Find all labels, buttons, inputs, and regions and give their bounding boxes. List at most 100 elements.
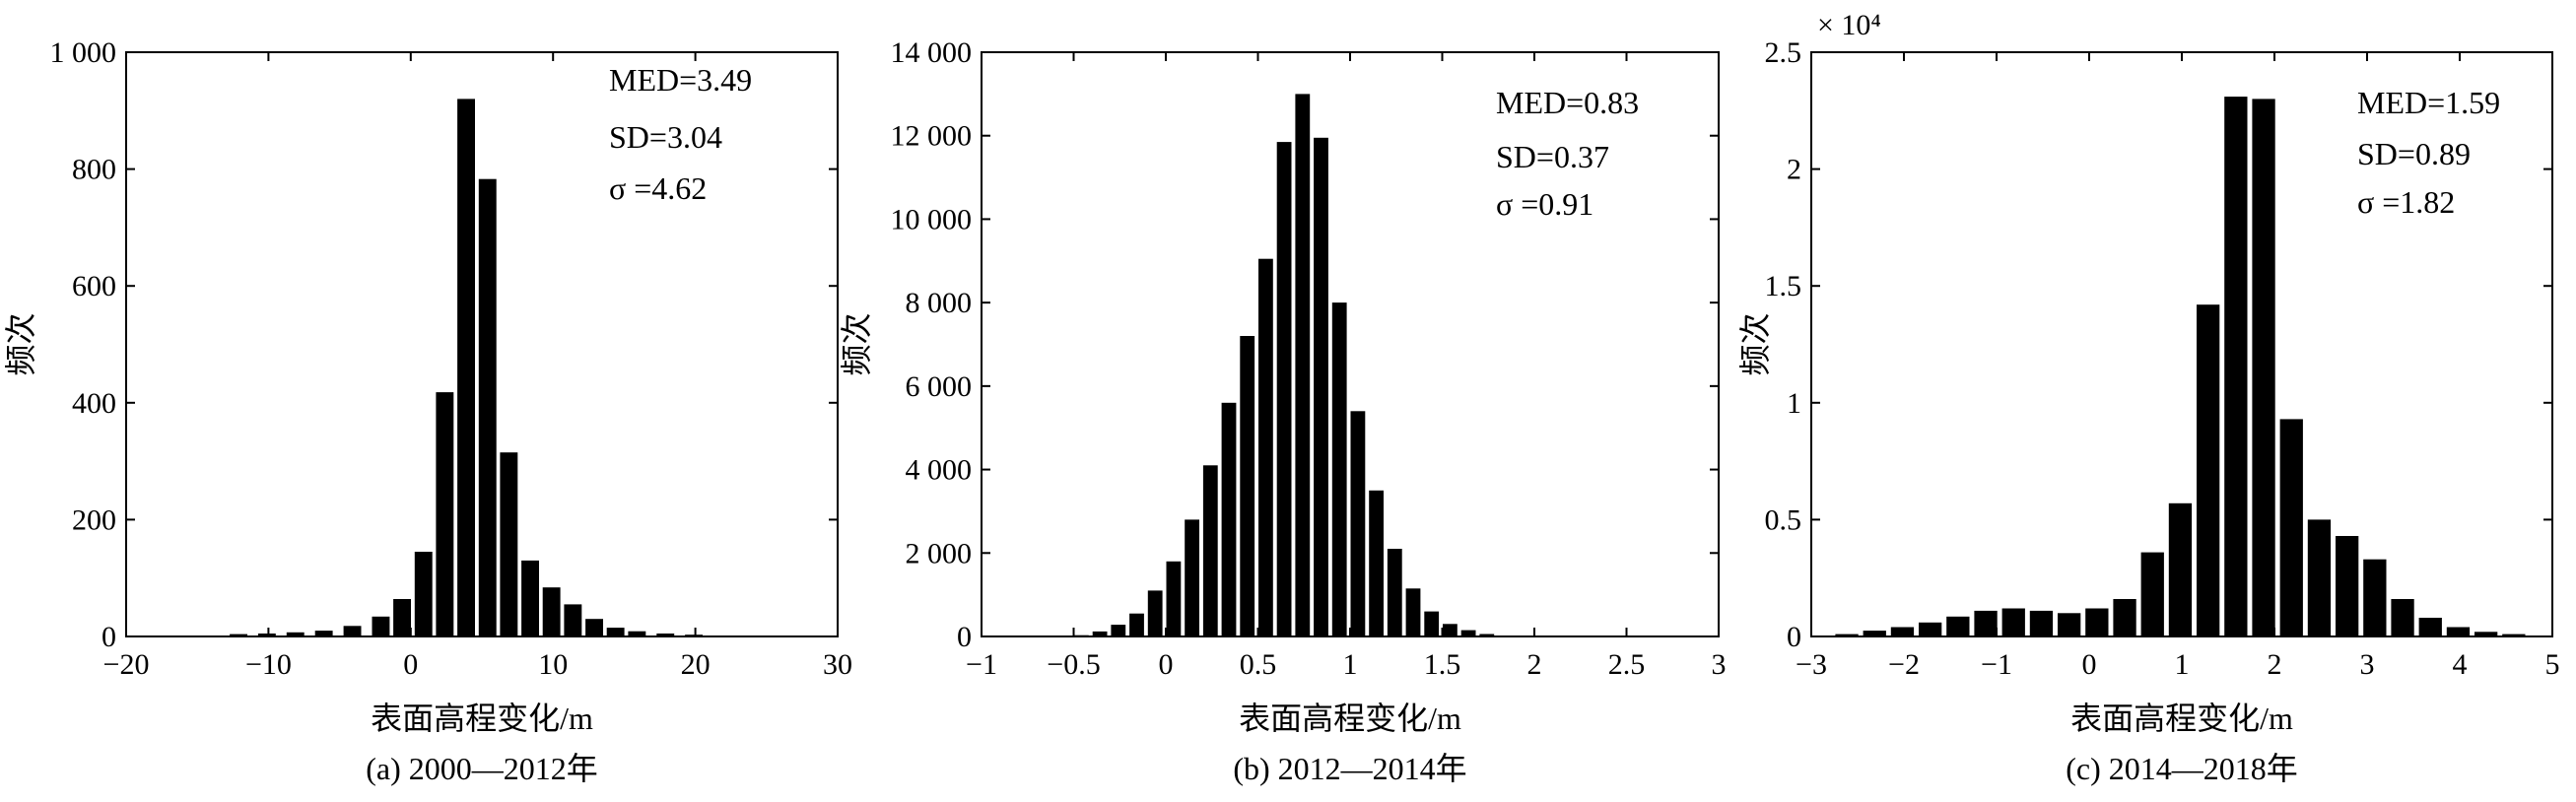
- histogram-bar-12: [521, 560, 539, 636]
- y-tick-label: 14 000: [891, 36, 973, 69]
- histogram-bar-19: [2363, 559, 2387, 636]
- histogram-bar-3: [314, 631, 333, 636]
- histogram-bar-6: [393, 599, 411, 636]
- histogram-bar-14: [564, 604, 582, 636]
- x-tick-label: 20: [681, 648, 711, 681]
- histogram-bar-5: [372, 616, 390, 636]
- y-tick-label: 400: [72, 387, 116, 420]
- histogram-bar-21: [2418, 618, 2442, 636]
- stat-annotation: MED=3.49: [609, 62, 752, 98]
- panel-b: −1 −0.5 0 0.5 1 1.5 2 2.5 3 0 2 000 4 000 6 000 8 000…: [839, 36, 1727, 786]
- x-tick-label: 3: [1712, 648, 1727, 681]
- stat-annotation: SD=3.04: [609, 119, 722, 155]
- x-tick-label: 2.5: [1608, 648, 1646, 681]
- x-tick-label: −1: [1981, 648, 2012, 681]
- x-tick-label: 0: [2082, 648, 2097, 681]
- x-tick-label: 1: [2175, 648, 2190, 681]
- x-tick-label: −2: [1888, 648, 1920, 681]
- histogram-bar-20: [1443, 624, 1457, 636]
- histogram-bar-1: [257, 634, 276, 636]
- histogram-bar-13: [1314, 137, 1328, 637]
- x-tick-label: 1.5: [1424, 648, 1461, 681]
- panel-caption: (b) 2012—2014年: [1233, 751, 1466, 786]
- y-tick-label: 10 000: [891, 203, 973, 235]
- histogram-bar-7: [1202, 465, 1218, 636]
- y-tick-label: 2 000: [906, 537, 973, 569]
- histogram-bar-15: [1350, 411, 1366, 636]
- panel-a: −20 −10 0 10 20 30 0 200 400 600 800 1 000 MED=3.49 S…: [3, 36, 852, 786]
- x-axis-label: 表面高程变化/m: [1239, 701, 1461, 736]
- histogram-bar-5: [1166, 561, 1182, 636]
- histogram-bar-24: [2502, 634, 2526, 636]
- x-tick-label: 0: [1159, 648, 1174, 681]
- histogram-bar-11: [2140, 552, 2164, 636]
- histogram-bar-12: [1295, 94, 1311, 636]
- histogram-bar-15: [585, 619, 603, 636]
- histogram-bar-0: [1835, 634, 1859, 636]
- x-tick-label: −1: [966, 648, 997, 681]
- y-tick-label: 1.5: [1765, 270, 1802, 302]
- histogram-bar-18: [1405, 588, 1421, 636]
- histogram-bar-2: [286, 632, 305, 636]
- histogram-bar-8: [1221, 402, 1237, 636]
- histogram-bar-5: [1974, 610, 1998, 636]
- histogram-bar-18: [2336, 536, 2359, 636]
- histogram-bar-23: [2474, 632, 2498, 636]
- histogram-bar-7: [2029, 610, 2054, 636]
- stat-annotation: MED=0.83: [1496, 85, 1639, 120]
- panel-caption: (a) 2000—2012年: [366, 751, 598, 786]
- histogram-bar-6: [2001, 608, 2025, 636]
- x-axis-label: 表面高程变化/m: [2070, 701, 2293, 736]
- y-axis-label: 频次: [1737, 312, 1773, 375]
- y-tick-label: 0.5: [1765, 503, 1802, 536]
- histogram-bar-4: [1946, 616, 1970, 636]
- stat-annotation: σ =4.62: [609, 170, 707, 206]
- y-axis-label: 频次: [839, 312, 874, 375]
- histogram-bar-17: [2307, 519, 2332, 636]
- histogram-bar-4: [343, 626, 362, 636]
- histogram-bar-1: [1092, 631, 1108, 636]
- x-tick-label: 0: [403, 648, 418, 681]
- stat-annotation: σ =1.82: [2357, 184, 2455, 220]
- y-tick-label: 200: [72, 503, 116, 536]
- x-axis-label: 表面高程变化/m: [371, 701, 593, 736]
- y-tick-label: 2: [1787, 154, 1801, 186]
- histogram-bar-20: [2391, 599, 2414, 636]
- y-axis-label: 频次: [3, 312, 38, 375]
- y-tick-label: 0: [957, 621, 972, 653]
- histogram-bar-17: [628, 631, 646, 636]
- histogram-bar-2: [1111, 625, 1126, 636]
- y-tick-label: 0: [102, 621, 116, 653]
- x-tick-label: 5: [2545, 648, 2560, 681]
- y-tick-label: 800: [72, 154, 116, 186]
- histogram-bar-11: [1276, 142, 1292, 636]
- histogram-bar-8: [2058, 613, 2081, 636]
- histogram-bar-14: [1331, 302, 1347, 636]
- histogram-bar-16: [1369, 490, 1384, 637]
- x-tick-label: 2: [2268, 648, 2282, 681]
- x-tick-label: 4: [2453, 648, 2468, 681]
- histogram-bar-0: [230, 634, 247, 636]
- histogram-bar-4: [1147, 590, 1163, 636]
- stat-annotation: SD=0.37: [1496, 139, 1609, 174]
- x-tick-label: −0.5: [1047, 648, 1100, 681]
- x-tick-label: −20: [103, 648, 150, 681]
- histogram-bar-13: [2197, 304, 2220, 636]
- histogram-bar-2: [1890, 627, 1915, 636]
- histogram-bar-19: [1424, 611, 1440, 636]
- histogram-bar-8: [436, 392, 454, 636]
- stat-annotation: MED=1.59: [2357, 85, 2500, 120]
- panel-c: −3 −2 −1 0 1 2 3 4 5 0 0.5 1 1.5 2 2.5 × 10⁴ MED=1.59 SD=…: [1737, 9, 2560, 786]
- histogram-bar-10: [478, 178, 497, 636]
- histogram-bar-18: [656, 634, 675, 636]
- histogram-bar-12: [2168, 502, 2193, 636]
- x-tick-label: 0.5: [1240, 648, 1277, 681]
- x-tick-label: 10: [538, 648, 568, 681]
- histogram-bar-16: [606, 628, 625, 636]
- histogram-bar-7: [414, 552, 433, 636]
- x-tick-label: 3: [2360, 648, 2375, 681]
- histogram-bar-11: [500, 452, 518, 636]
- y-tick-label: 600: [72, 270, 116, 302]
- y-tick-label: 12 000: [891, 120, 973, 153]
